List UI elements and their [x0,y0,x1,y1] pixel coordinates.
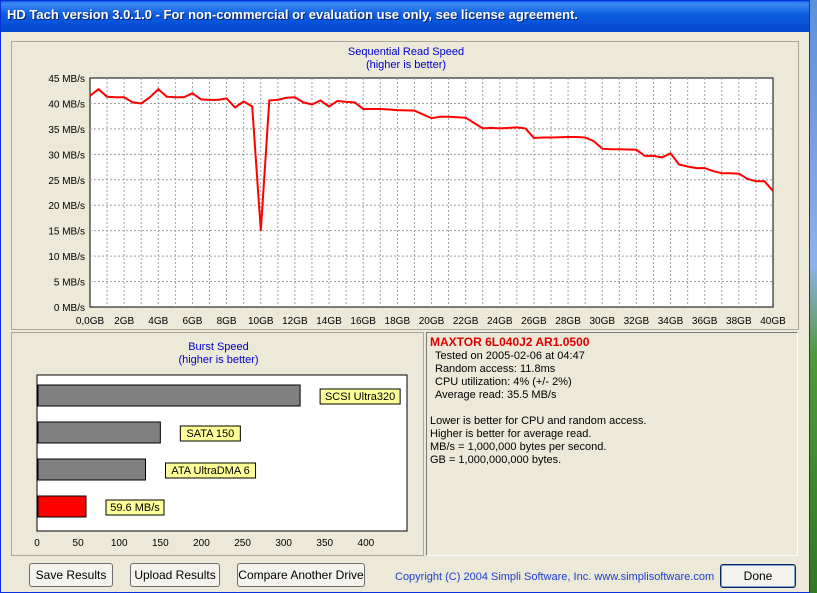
seq-x-tick-label: 34GB [658,316,684,327]
sequential-chart-title-text: Sequential Read Speed [347,46,465,58]
seq-x-tick-label: 18GB [385,316,411,327]
seq-y-tick-label: 15 MB/s [48,227,85,238]
done-button[interactable]: Done [720,564,796,588]
copyright-text: Copyright (C) 2004 Simpli Software, Inc.… [395,571,715,583]
sequential-chart-title: Sequential Read Speed (higher is better) [12,46,800,71]
seq-y-tick-label: 10 MB/s [48,252,85,263]
window-title: HD Tach version 3.0.1.0 - For non-commer… [7,7,578,22]
seq-x-tick-label: 38GB [726,316,752,327]
seq-x-tick-label: 20GB [419,316,445,327]
seq-x-tick-label: 0,0GB [76,316,105,327]
burst-chart-subtitle: (higher is better) [178,354,259,366]
burst-bar-label: SCSI Ultra320 [325,391,395,403]
burst-bar-label: SATA 150 [186,428,234,440]
burst-x-tick-label: 100 [111,538,128,549]
burst-bar-label-box [179,425,241,442]
burst-chart-title: Burst Speed (higher is better) [12,341,425,366]
seq-y-tick-label: 25 MB/s [48,176,85,187]
seq-x-tick-label: 6GB [182,316,202,327]
burst-x-tick-label: 0 [34,538,40,549]
note-lower-better: Lower is better for CPU and random acces… [430,415,647,427]
cpu-utilization: CPU utilization: 4% (+/- 2%) [435,376,572,388]
random-access: Random access: 11.8ms [435,363,556,375]
compare-drive-button[interactable]: Compare Another Drive [237,563,365,587]
seq-x-tick-label: 16GB [350,316,376,327]
seq-y-tick-label: 0 MB/s [54,303,85,314]
seq-y-tick-label: 40 MB/s [48,99,85,110]
note-gb-definition: GB = 1,000,000,000 bytes. [430,454,562,466]
burst-x-tick-label: 150 [152,538,169,549]
burst-bar [37,384,301,407]
save-results-button[interactable]: Save Results [29,563,113,587]
burst-bar-label: ATA UltraDMA 6 [171,465,249,477]
seq-x-tick-label: 28GB [555,316,581,327]
seq-plot-area [89,77,774,308]
burst-x-tick-label: 250 [234,538,251,549]
seq-x-tick-label: 26GB [521,316,547,327]
burst-x-tick-label: 50 [73,538,85,549]
seq-x-tick-label: 30GB [589,316,615,327]
seq-y-tick-label: 30 MB/s [48,150,85,161]
seq-x-tick-label: 22GB [453,316,479,327]
burst-x-tick-label: 300 [275,538,292,549]
seq-read-series-line [89,87,774,231]
sequential-chart-subtitle: (higher is better) [365,59,447,71]
burst-bar-label-box [105,499,165,516]
seq-x-tick-label: 8GB [217,316,237,327]
burst-speed-chart: 0 50 100 150 200 250 300 350 400 SCSI Ultra320 SAT… [34,374,408,549]
burst-x-tick-label: 200 [193,538,210,549]
note-mbs-definition: MB/s = 1,000,000 bytes per second. [430,441,607,453]
burst-bar-label: 59.6 MB/s [110,502,160,514]
seq-x-tick-label: 14GB [316,316,342,327]
burst-chart-title-text: Burst Speed [188,341,249,353]
burst-bar-label-box [165,462,257,479]
burst-x-tick-label: 350 [316,538,333,549]
burst-x-tick-label: 400 [358,538,375,549]
drive-info-panel: MAXTOR 6L040J2 AR1.0500 Tested on 2005-0… [426,332,798,556]
seq-x-tick-label: 4GB [148,316,168,327]
drive-name: MAXTOR 6L040J2 AR1.0500 [430,335,590,349]
burst-bar [37,458,147,481]
title-bar[interactable]: HD Tach version 3.0.1.0 - For non-commer… [1,1,809,32]
seq-x-tick-label: 24GB [487,316,513,327]
seq-y-tick-label: 20 MB/s [48,201,85,212]
sequential-read-chart: 0 MB/s 5 MB/s 10 MB/s 15 MB/s 20 MB/s 25 MB/s… [48,74,786,327]
tested-on: Tested on 2005-02-06 at 04:47 [435,350,585,362]
seq-x-tick-label: 10GB [248,316,274,327]
seq-y-tick-label: 45 MB/s [48,74,85,85]
burst-bar [37,495,87,518]
seq-x-tick-label: 2GB [114,316,134,327]
average-read: Average read: 35.5 MB/s [435,389,557,401]
burst-bar-label-box [319,388,401,405]
seq-y-tick-label: 35 MB/s [48,125,85,136]
burst-bar [37,421,161,444]
upload-results-button[interactable]: Upload Results [130,563,220,587]
seq-y-tick-label: 5 MB/s [54,278,85,289]
seq-x-tick-label: 40GB [760,316,786,327]
seq-x-tick-label: 36GB [692,316,718,327]
seq-x-tick-label: 32GB [624,316,650,327]
seq-x-tick-label: 12GB [282,316,308,327]
note-higher-better: Higher is better for average read. [430,428,592,440]
